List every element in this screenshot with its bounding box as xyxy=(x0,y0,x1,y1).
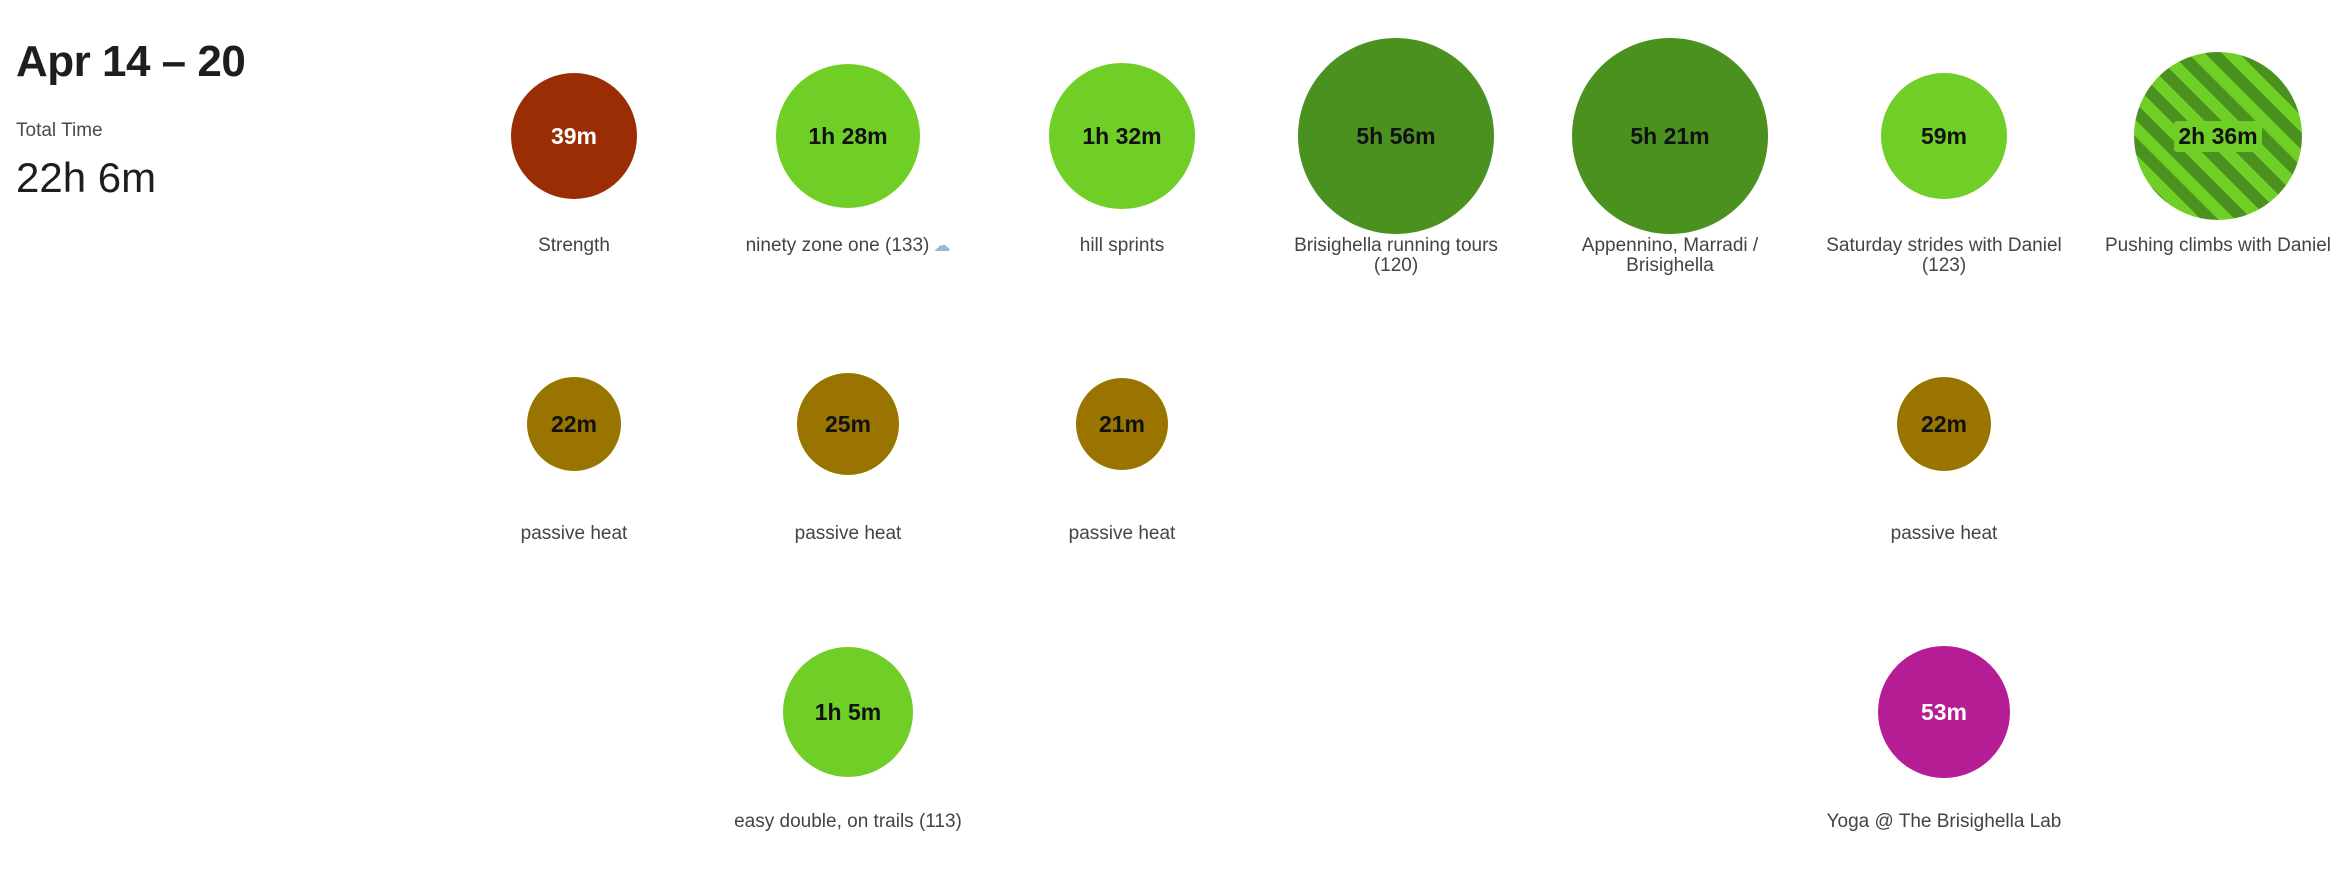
activity-circle[interactable]: 53m xyxy=(1878,646,2010,778)
activity-circle[interactable]: 59m xyxy=(1881,73,2007,199)
activity-duration: 22m xyxy=(550,410,598,437)
activity-passive-heat[interactable]: 22m passive heat xyxy=(449,324,699,544)
activity-circle[interactable]: 22m xyxy=(1897,377,1991,471)
activity-circle[interactable]: 5h 56m xyxy=(1298,38,1494,234)
activity-name: hill sprints xyxy=(1079,235,1165,256)
activity-circle[interactable]: 22m xyxy=(527,377,621,471)
activity-circle[interactable]: 21m xyxy=(1076,378,1168,470)
activity-name: passive heat xyxy=(1068,523,1176,544)
activity-duration: 1h 5m xyxy=(814,698,882,725)
activity-duration: 39m xyxy=(550,122,598,149)
activity-name: Yoga @ The Brisighella Lab xyxy=(1826,811,2062,832)
total-time-label: Total Time xyxy=(16,120,103,141)
activity-circle[interactable]: 2h 36m xyxy=(2134,52,2302,220)
activity-pushing-climbs[interactable]: 2h 36m Pushing climbs with Daniel xyxy=(2093,36,2343,256)
week-summary: Apr 14 – 20 Total Time 22h 6m xyxy=(16,32,246,202)
activity-duration: 5h 56m xyxy=(1356,122,1436,149)
activity-name: passive heat xyxy=(1890,523,1998,544)
activity-circle[interactable]: 5h 21m xyxy=(1572,38,1768,234)
activity-duration: 21m xyxy=(1098,410,1146,437)
activity-saturday-strides[interactable]: 59m Saturday strides with Daniel (123) xyxy=(1819,36,2069,276)
activity-ninety-zone-one[interactable]: 1h 28m ninety zone one (133) ☁ xyxy=(723,36,973,256)
week-range-title: Apr 14 – 20 xyxy=(16,37,246,86)
activity-passive-heat[interactable]: 25m passive heat xyxy=(723,324,973,544)
activity-hill-sprints[interactable]: 1h 32m hill sprints xyxy=(997,36,1247,256)
activity-circle[interactable]: 1h 32m xyxy=(1049,63,1195,209)
activity-name: Brisighella running tours (120) xyxy=(1294,235,1498,276)
cloud-rain-icon: ☁ xyxy=(933,236,951,255)
total-time-value: 22h 6m xyxy=(16,154,157,201)
activity-duration: 2h 36m xyxy=(2174,120,2262,152)
activity-duration: 22m xyxy=(1920,410,1968,437)
activity-duration: 25m xyxy=(824,410,872,437)
activity-strength[interactable]: 39m Strength xyxy=(449,36,699,256)
activity-name: easy double, on trails (113) xyxy=(734,811,962,832)
activity-appennino-marradi[interactable]: 5h 21m Appennino, Marradi / Brisighella xyxy=(1545,36,1795,276)
activity-duration: 53m xyxy=(1920,698,1968,725)
activity-name: Appennino, Marradi / Brisighella xyxy=(1581,235,1759,276)
activity-circle[interactable]: 39m xyxy=(511,73,637,199)
activity-name: Saturday strides with Daniel (123) xyxy=(1826,235,2062,276)
activity-passive-heat[interactable]: 22m passive heat xyxy=(1819,324,2069,544)
activity-duration: 59m xyxy=(1920,122,1968,149)
activity-circle[interactable]: 1h 28m xyxy=(776,64,920,208)
activity-name: Pushing climbs with Daniel xyxy=(2105,235,2331,256)
activity-easy-double[interactable]: 1h 5m easy double, on trails (113) xyxy=(723,612,973,832)
activity-duration: 5h 21m xyxy=(1630,122,1710,149)
activity-yoga[interactable]: 53m Yoga @ The Brisighella Lab xyxy=(1819,612,2069,832)
activity-passive-heat[interactable]: 21m passive heat xyxy=(997,324,1247,544)
activity-name: passive heat xyxy=(520,523,628,544)
activity-brisighella-running-tours[interactable]: 5h 56m Brisighella running tours (120) xyxy=(1271,36,1521,276)
activity-name: passive heat xyxy=(794,523,902,544)
activity-duration: 1h 28m xyxy=(808,122,888,149)
activity-circle[interactable]: 25m xyxy=(797,373,899,475)
activity-circle[interactable]: 1h 5m xyxy=(783,647,913,777)
activity-name-text: ninety zone one (133) xyxy=(745,235,930,256)
activity-name: ninety zone one (133) ☁ xyxy=(723,236,973,256)
activity-name: Strength xyxy=(538,235,610,256)
activity-duration: 1h 32m xyxy=(1082,122,1162,149)
